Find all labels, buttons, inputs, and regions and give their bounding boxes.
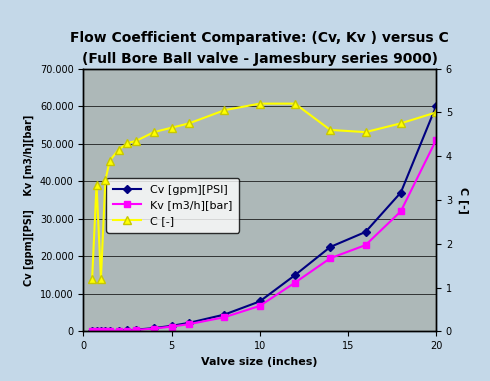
Kv [m3/h][bar] <box>433 138 439 142</box>
Cv [gpm][PSI] <box>102 329 108 333</box>
Kv [m3/h][bar] <box>124 328 130 333</box>
C [-] <box>102 178 108 182</box>
Cv [gpm][PSI] <box>398 190 404 195</box>
C [-] <box>169 125 174 130</box>
X-axis label: Valve size (inches): Valve size (inches) <box>201 357 318 367</box>
Kv [m3/h][bar] <box>169 324 174 329</box>
Cv [gpm][PSI] <box>257 299 263 304</box>
Kv [m3/h][bar] <box>89 329 95 334</box>
Kv [m3/h][bar] <box>94 329 99 334</box>
Kv [m3/h][bar] <box>107 329 113 333</box>
Cv [gpm][PSI] <box>292 273 298 277</box>
Y-axis label: C [-]: C [-] <box>459 187 469 213</box>
C [-] <box>398 121 404 126</box>
Kv [m3/h][bar] <box>398 209 404 214</box>
Kv [m3/h][bar] <box>133 328 139 332</box>
C [-] <box>363 130 368 134</box>
Kv [m3/h][bar] <box>151 326 157 331</box>
Kv [m3/h][bar] <box>292 280 298 285</box>
Kv [m3/h][bar] <box>221 315 227 320</box>
C [-] <box>124 141 130 146</box>
Line: C [-]: C [-] <box>88 99 441 283</box>
Kv [m3/h][bar] <box>327 256 333 261</box>
C [-] <box>151 130 157 134</box>
Cv [gpm][PSI] <box>116 328 122 333</box>
C [-] <box>327 128 333 132</box>
Line: Cv [gpm][PSI]: Cv [gpm][PSI] <box>89 103 439 334</box>
Line: Kv [m3/h][bar]: Kv [m3/h][bar] <box>89 137 439 334</box>
Cv [gpm][PSI] <box>186 320 192 325</box>
Cv [gpm][PSI] <box>433 104 439 109</box>
C [-] <box>133 139 139 143</box>
Title: Flow Coefficient Comparative: (Cv, Kv ) versus C
(Full Bore Ball valve - Jamesbu: Flow Coefficient Comparative: (Cv, Kv ) … <box>71 31 449 66</box>
Cv [gpm][PSI] <box>327 245 333 249</box>
Cv [gpm][PSI] <box>363 230 368 234</box>
Cv [gpm][PSI] <box>107 329 113 333</box>
Kv [m3/h][bar] <box>116 328 122 333</box>
Cv [gpm][PSI] <box>89 329 95 334</box>
Cv [gpm][PSI] <box>133 327 139 332</box>
C [-] <box>221 108 227 112</box>
C [-] <box>433 110 439 115</box>
Kv [m3/h][bar] <box>98 329 104 334</box>
Legend: Cv [gpm][PSI], Kv [m3/h][bar], C [-]: Cv [gpm][PSI], Kv [m3/h][bar], C [-] <box>106 178 239 232</box>
Cv [gpm][PSI] <box>151 326 157 330</box>
Cv [gpm][PSI] <box>98 329 104 334</box>
Cv [gpm][PSI] <box>124 328 130 333</box>
C [-] <box>186 121 192 126</box>
Y-axis label: Cv [gpm][PSI]    Kv [m3/h][bar]: Cv [gpm][PSI] Kv [m3/h][bar] <box>24 114 34 286</box>
C [-] <box>107 158 113 163</box>
C [-] <box>94 182 99 187</box>
Cv [gpm][PSI] <box>169 323 174 328</box>
C [-] <box>292 101 298 106</box>
Kv [m3/h][bar] <box>363 243 368 247</box>
Kv [m3/h][bar] <box>257 304 263 308</box>
C [-] <box>257 101 263 106</box>
C [-] <box>98 277 104 281</box>
Kv [m3/h][bar] <box>102 329 108 333</box>
Kv [m3/h][bar] <box>186 322 192 327</box>
Cv [gpm][PSI] <box>94 329 99 334</box>
Cv [gpm][PSI] <box>221 312 227 317</box>
C [-] <box>89 277 95 281</box>
C [-] <box>116 147 122 152</box>
